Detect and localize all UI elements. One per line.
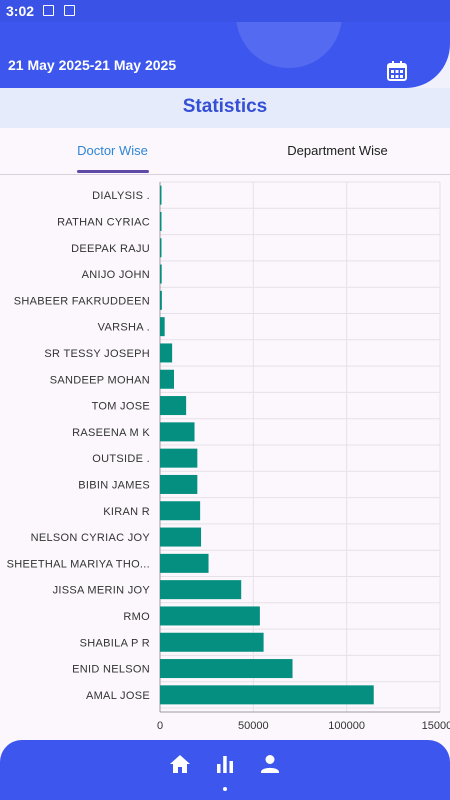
bar [160, 580, 242, 600]
category-label: RMO [123, 611, 150, 623]
category-label: OUTSIDE . [92, 453, 150, 465]
home-icon[interactable] [168, 752, 192, 776]
tab-doctor-wise-label: Doctor Wise [77, 143, 148, 158]
category-label: SANDEEP MOHAN [50, 374, 150, 386]
bar [160, 474, 198, 494]
category-label: RASEENA M K [72, 427, 150, 439]
x-tick-label: 50000 [238, 720, 269, 732]
page-title-bar: Statistics [0, 88, 450, 128]
bar [160, 185, 162, 205]
tab-doctor-wise[interactable]: Doctor Wise [0, 128, 225, 174]
category-label: ANIJO JOHN [82, 269, 150, 281]
bar [160, 211, 162, 231]
status-bar: 3:02 [0, 0, 450, 22]
category-label: KIRAN R [103, 506, 150, 518]
bar [160, 343, 173, 363]
app-notification-icon [64, 5, 75, 16]
category-label: SHABILA P R [80, 637, 150, 649]
bar [160, 290, 162, 310]
person-icon[interactable] [258, 752, 282, 776]
category-label: AMAL JOSE [86, 690, 150, 702]
category-label: DIALYSIS . [92, 190, 150, 202]
category-label: RATHAN CYRIAC [57, 216, 150, 228]
bar [160, 396, 187, 416]
date-range-label: 21 May 2025-21 May 2025 [8, 57, 177, 73]
header: 21 May 2025-21 May 2025 [0, 22, 450, 88]
x-tick-label: 0 [157, 720, 163, 732]
x-tick-label: 100000 [328, 720, 365, 732]
doctor-wise-bar-chart: 0 50000 100000 150000 DIALYSIS . RATHAN CYRIA… [0, 178, 450, 738]
bar [160, 264, 162, 284]
bar [160, 527, 202, 547]
bar [160, 659, 293, 679]
category-label: BIBIN JAMES [78, 479, 150, 491]
category-label: SR TESSY JOSEPH [44, 348, 150, 360]
active-tab-indicator [77, 170, 149, 173]
calendar-icon[interactable] [386, 60, 408, 82]
bar [160, 632, 264, 652]
bar [160, 448, 198, 468]
bar [160, 238, 162, 258]
category-label: JISSA MERIN JOY [53, 585, 151, 597]
bar [160, 317, 165, 337]
bar [160, 501, 201, 521]
bar [160, 369, 174, 389]
category-label: SHEETHAL MARIYA THO... [7, 558, 150, 570]
chart-svg: 0 50000 100000 150000 DIALYSIS . RATHAN CYRIA… [7, 181, 450, 732]
tab-department-wise[interactable]: Department Wise [225, 128, 450, 174]
header-banner: 21 May 2025-21 May 2025 [0, 22, 450, 88]
bar-chart-icon[interactable] [213, 752, 237, 776]
status-time: 3:02 [6, 3, 35, 19]
tab-department-wise-label: Department Wise [287, 143, 388, 158]
bar [160, 685, 374, 705]
bar [160, 553, 209, 573]
category-label: ENID NELSON [72, 664, 150, 676]
header-decoration [236, 22, 342, 68]
bottom-navigation [0, 740, 450, 800]
category-label: TOM JOSE [92, 401, 150, 413]
bar [160, 422, 195, 442]
x-tick-label: 150000 [422, 720, 450, 732]
category-label: NELSON CYRIAC JOY [31, 532, 151, 544]
image-notification-icon [43, 5, 54, 16]
category-label: DEEPAK RAJU [71, 243, 150, 255]
category-label: VARSHA . [98, 322, 150, 334]
tab-bar: Doctor Wise Department Wise [0, 128, 450, 175]
active-page-indicator [223, 787, 227, 791]
page-title: Statistics [182, 96, 268, 117]
bar [160, 606, 260, 626]
category-label: SHABEER FAKRUDDEEN [14, 295, 150, 307]
